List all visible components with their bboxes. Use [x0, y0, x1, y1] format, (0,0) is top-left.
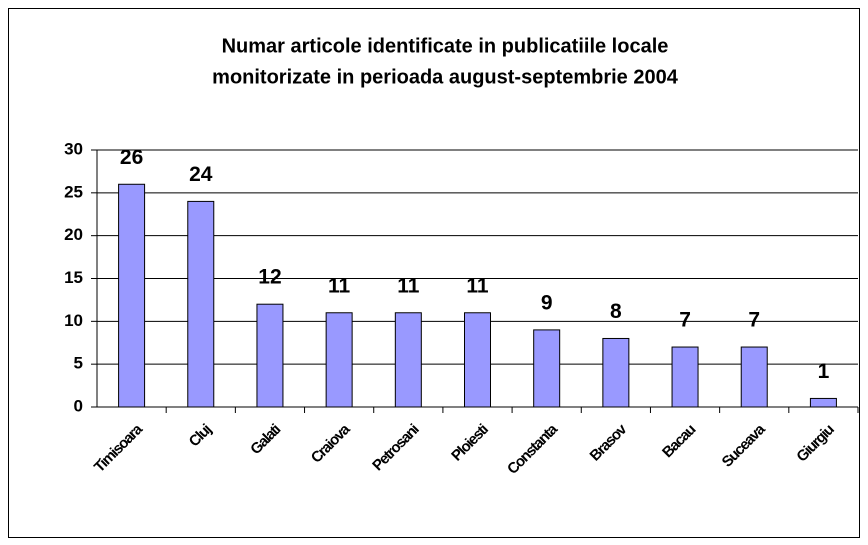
y-tick-label: 20: [64, 225, 83, 244]
data-label: 12: [258, 266, 281, 289]
chart-title: Numar articole identificate in publicati…: [222, 35, 669, 57]
bar: [602, 337, 630, 408]
y-tick-label: 5: [74, 354, 83, 373]
data-label: 1: [818, 360, 830, 383]
data-label: 24: [189, 163, 213, 186]
bar: [325, 312, 353, 408]
bar: [464, 312, 491, 408]
y-tick-label: 25: [64, 182, 83, 201]
data-label: 7: [679, 309, 691, 332]
y-tick-label: 30: [64, 139, 83, 158]
bar: [671, 346, 699, 408]
bar: [809, 397, 837, 408]
data-label: 26: [120, 146, 143, 169]
data-label: 8: [610, 300, 622, 323]
bar: [187, 200, 215, 408]
y-tick-label: 0: [74, 396, 83, 415]
y-tick-label: 10: [64, 311, 83, 330]
bar: [118, 183, 146, 408]
chart-title: monitorizate in perioada august-septembr…: [212, 66, 679, 88]
bar: [394, 312, 422, 408]
y-tick-label: 15: [64, 268, 83, 287]
data-label: 9: [541, 291, 553, 314]
data-label: 7: [748, 309, 760, 332]
chart-border: [8, 8, 860, 538]
bar: [256, 303, 284, 408]
data-label: 11: [466, 274, 489, 297]
data-label: 11: [397, 274, 420, 297]
data-label: 11: [328, 274, 351, 297]
bar: [740, 346, 768, 408]
bar: [533, 329, 561, 408]
